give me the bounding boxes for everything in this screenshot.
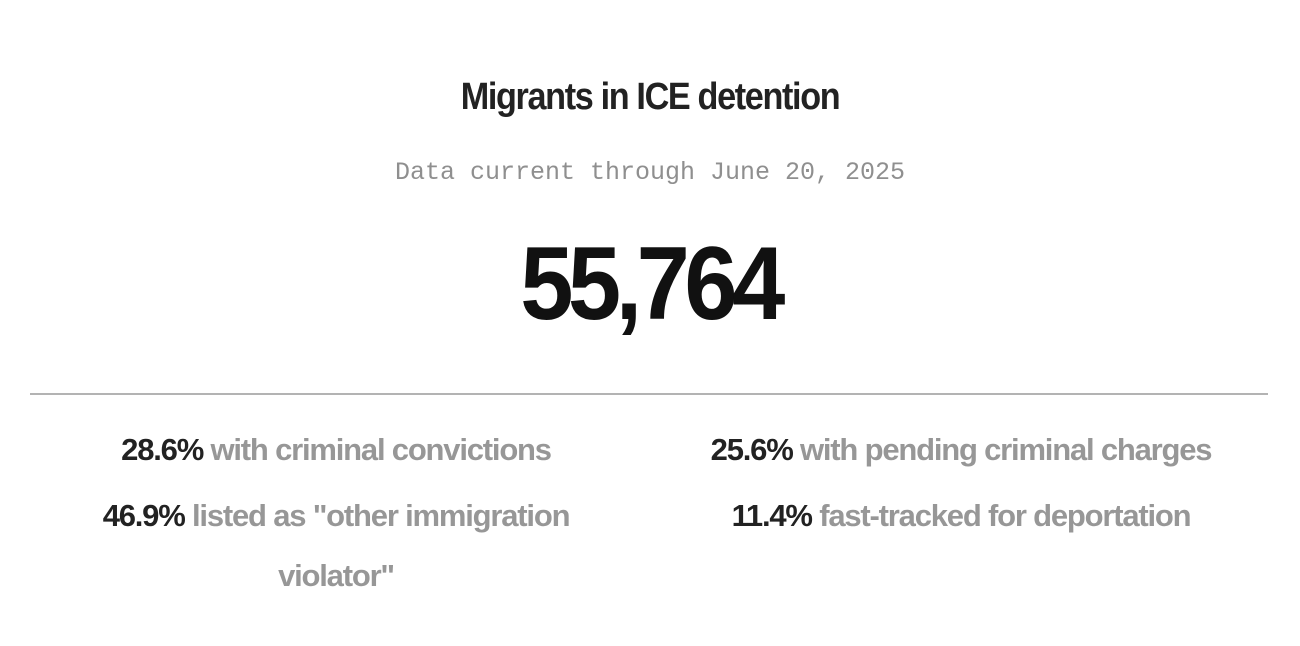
stat-percent: 11.4%	[731, 498, 813, 533]
stat-fast-tracked-deportation: 11.4% fast-tracked for deportation	[701, 486, 1221, 546]
stat-pending-charges: 25.6% with pending criminal charges	[701, 420, 1221, 480]
stat-percent: 46.9%	[102, 498, 186, 533]
stat-description: fast-tracked for deportation	[819, 498, 1191, 533]
total-detained-number: 55,764	[520, 226, 785, 342]
stat-description: with pending criminal charges	[799, 432, 1213, 467]
stat-percent: 28.6%	[121, 432, 204, 467]
divider	[30, 393, 1268, 395]
data-date-subtitle: Data current through June 20, 2025	[394, 158, 906, 187]
stat-description: listed as "other immigration violator"	[192, 498, 570, 593]
stat-description: with criminal convictions	[210, 432, 552, 467]
stat-other-immigration-violator: 46.9% listed as "other immigration viola…	[76, 486, 596, 606]
stat-percent: 25.6%	[710, 432, 794, 467]
stat-criminal-convictions: 28.6% with criminal convictions	[76, 420, 596, 480]
page-title: Migrants in ICE detention	[460, 76, 841, 118]
